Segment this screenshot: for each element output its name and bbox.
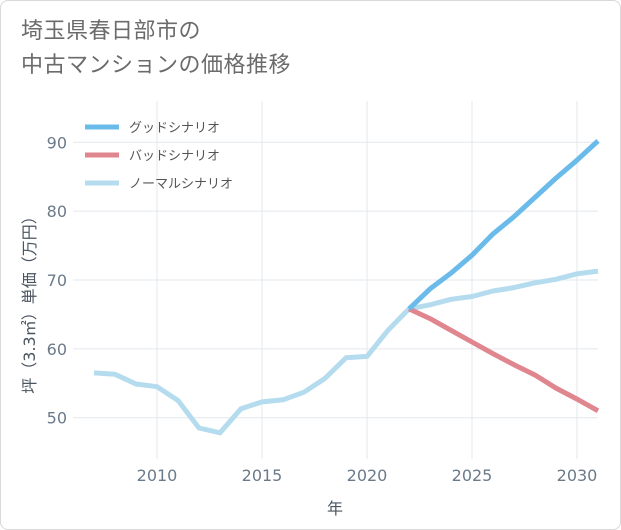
normal-scenario-line [93, 268, 599, 436]
chart-title-line-2: 中古マンションの価格推移 [21, 53, 292, 78]
y-tick-label: 50 [47, 409, 67, 428]
x-tick-label: 2025 [452, 466, 493, 485]
y-tick-labels: 50 60 70 80 90 [47, 133, 67, 427]
y-tick-label: 90 [47, 133, 67, 152]
y-tick-label: 80 [47, 202, 67, 221]
series-lines [93, 139, 600, 436]
legend-item-bad: バッドシナリオ [85, 149, 220, 164]
legend-item-good: グッドシナリオ [85, 121, 220, 136]
legend-label: ノーマルシナリオ [129, 177, 233, 192]
legend-label: グッドシナリオ [129, 121, 220, 136]
legend-label: バッドシナリオ [129, 149, 220, 164]
legend-item-normal: ノーマルシナリオ [85, 177, 233, 192]
bad-scenario-line [407, 306, 600, 413]
chart-title-line-1: 埼玉県春日部市の [21, 19, 202, 44]
x-tick-label: 2020 [347, 466, 388, 485]
x-axis-title: 年 [327, 499, 343, 518]
chart-title: 埼玉県春日部市の 中古マンションの価格推移 [21, 15, 291, 83]
x-tick-labels: 2010 2015 2020 2025 2030 [137, 466, 598, 485]
x-tick-label: 2030 [557, 466, 598, 485]
x-tick-label: 2015 [242, 466, 283, 485]
good-scenario-line [407, 139, 600, 311]
y-tick-label: 70 [47, 271, 67, 290]
x-tick-label: 2010 [137, 466, 178, 485]
y-axis-title: 坪（3.3㎡）単価（万円） [20, 208, 39, 393]
y-tick-label: 60 [47, 340, 67, 359]
